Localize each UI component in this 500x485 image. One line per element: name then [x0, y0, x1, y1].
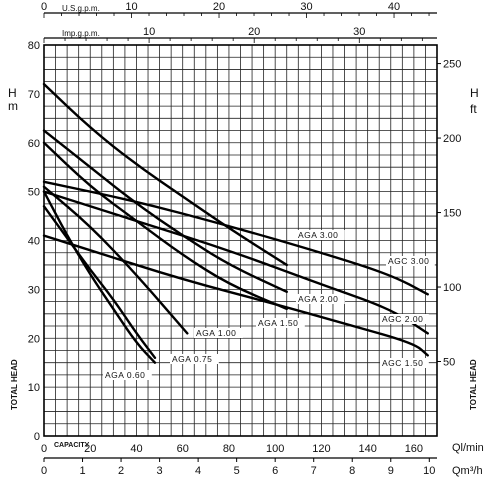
bottom2-tick-label: 3 [157, 465, 163, 477]
curve-label-bg [170, 354, 219, 364]
bottom2-tick-label: 5 [234, 465, 240, 477]
curve-label: AGA 3.00 [298, 230, 338, 240]
bottom1-tick-label: 80 [223, 443, 235, 455]
curve-label-bg [194, 328, 243, 338]
curve-agc-3-00 [42, 180, 429, 296]
bottom2-tick-label: 9 [388, 465, 394, 477]
bottom1-tick-label: 40 [130, 443, 142, 455]
left-tick-label: 50 [28, 187, 40, 199]
curve-label: AGA 1.00 [196, 328, 236, 338]
left-tick-label: 20 [28, 333, 40, 345]
curve-label: AGA 0.75 [172, 354, 212, 364]
curve-label-bg [380, 358, 429, 368]
left-tick-label: 40 [28, 236, 40, 248]
curve-label-bg [103, 370, 152, 380]
bottom1-tick-label: 160 [405, 443, 423, 455]
curve-label-bg [296, 230, 345, 240]
curve-label-bg [380, 314, 429, 324]
right-axis-unit-label: ft [470, 102, 477, 116]
left-side-label: TOTAL HEAD [10, 359, 19, 410]
left-tick-label: 60 [28, 138, 40, 150]
right-tick-label: 250 [443, 59, 461, 71]
curve-label-bg [386, 256, 435, 266]
bottom1-axis-label: Ql/min [452, 442, 484, 454]
top1-tick-label: 30 [300, 1, 312, 13]
plot-border [43, 44, 438, 437]
curve-aga-1-50 [42, 141, 288, 311]
bottom1-tick-label: 100 [266, 443, 284, 455]
left-tick-label: 70 [28, 89, 40, 101]
right-tick-label: 100 [443, 282, 461, 294]
top1-tick-label: 40 [388, 1, 400, 13]
curve-agc-1-50 [42, 234, 429, 357]
left-tick-label: 10 [28, 382, 40, 394]
curve-label: AGC 2.00 [382, 314, 423, 324]
curve-label: AGA 2.00 [298, 294, 338, 304]
left-tick-label: 30 [28, 284, 40, 296]
right-tick-label: 50 [443, 357, 455, 369]
left-tick-label: 80 [28, 40, 40, 52]
bottom1-tick-label: 120 [312, 443, 330, 455]
right-tick-label: 150 [443, 208, 461, 220]
bottom2-tick-label: 10 [423, 465, 435, 477]
top1-tick-label: 0 [41, 1, 47, 13]
capacity-label: CAPACITY [54, 442, 90, 449]
curve-label: AGA 1.50 [258, 318, 298, 328]
curve-aga-0-60 [42, 190, 157, 364]
curve-aga-1-00 [42, 185, 189, 335]
curve-label: AGC 1.50 [382, 358, 423, 368]
curve-agc-2-00 [42, 190, 429, 335]
bottom1-tick-label: 0 [41, 443, 47, 455]
bottom2-tick-label: 0 [41, 465, 47, 477]
bottom2-tick-label: 4 [195, 465, 201, 477]
bottom2-axis-label: Qm³/h [452, 465, 483, 477]
bottom2-tick-label: 7 [311, 465, 317, 477]
top1-axis-label: U.S.g.p.m. [62, 4, 100, 13]
left-axis-h-label: H [8, 86, 17, 100]
right-tick-label: 200 [443, 133, 461, 145]
left-tick-label: 0 [34, 431, 40, 443]
right-side-label: TOTAL HEAD [469, 359, 478, 410]
bottom2-tick-label: 8 [349, 465, 355, 477]
bottom1-tick-label: 140 [358, 443, 376, 455]
left-axis-unit-label: m [8, 99, 18, 113]
right-axis-h-label: H [470, 86, 479, 100]
chart-curves [42, 82, 429, 364]
chart-curve-labels: AGA 0.60 AGA 0.75 AGA 1.00 AGA 1.50 AGA 2.00… [103, 230, 435, 380]
bottom2-tick-label: 6 [272, 465, 278, 477]
bottom2-tick-label: 2 [118, 465, 124, 477]
curve-aga-2-00 [42, 129, 288, 294]
top1-tick-label: 10 [125, 1, 137, 13]
bottom2-tick-label: 1 [79, 465, 85, 477]
curve-label-bg [256, 318, 305, 328]
bottom1-tick-label: 60 [177, 443, 189, 455]
curve-label: AGA 0.60 [105, 370, 145, 380]
bottom1-tick-label: 20 [84, 443, 96, 455]
curve-aga-3-00 [42, 82, 288, 267]
top2-axis-label: Imp.g.p.m. [62, 29, 100, 38]
top1-tick-label: 20 [213, 1, 225, 13]
top2-tick-label: 10 [143, 26, 155, 38]
top2-tick-label: 20 [248, 26, 260, 38]
curve-label: AGC 3.00 [388, 256, 429, 266]
curve-label-bg [296, 294, 345, 304]
curve-aga-0-75 [42, 205, 157, 359]
chart-frame [43, 44, 438, 437]
top2-tick-label: 30 [353, 26, 365, 38]
